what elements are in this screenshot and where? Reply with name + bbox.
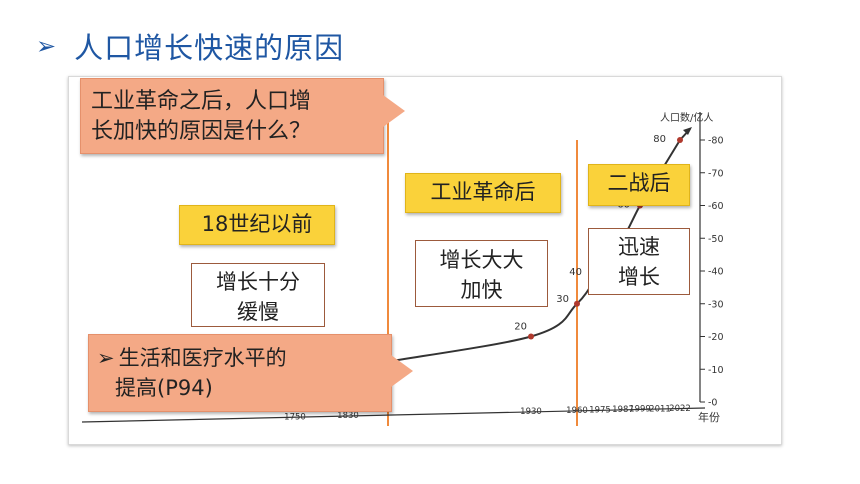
question-line-2: 长加快的原因是什么？ <box>91 119 312 144</box>
x-tick-label: 1960 <box>566 406 588 416</box>
era-label-pre-1800: 18世纪以前 <box>179 205 335 245</box>
desc-line: 加快 <box>460 278 503 302</box>
y-tick-label: -0 <box>708 398 717 409</box>
answer-text-1: 生活和医疗水平的 <box>118 346 287 370</box>
slide-title: ➢ 人口增长快速的原因 <box>36 26 344 66</box>
era-desc-pre-1800: 增长十分 缓慢 <box>191 263 325 327</box>
era-desc-postwar: 迅速 增长 <box>588 228 690 295</box>
data-point-label: 80 <box>653 134 666 145</box>
answer-arrow-icon: ➢ <box>97 346 115 370</box>
callout-tail <box>383 95 405 127</box>
x-tick-label: 1999 <box>629 405 651 415</box>
x-tick-label: 1975 <box>589 406 611 416</box>
x-tick-label: 2011 <box>649 404 671 414</box>
data-point <box>574 300 580 307</box>
y-tick-label: -20 <box>708 332 724 343</box>
data-point-label: 40 <box>569 267 582 278</box>
callout-tail <box>391 355 413 387</box>
y-axis-label: 人口数/亿人 <box>660 111 713 124</box>
y-tick-label: -10 <box>708 365 724 376</box>
data-point <box>528 333 534 340</box>
answer-line-1: ➢ 生活和医疗水平的 <box>97 343 391 373</box>
question-line-1: 工业革命之后，人口增 <box>91 89 312 114</box>
desc-line: 增长十分 <box>216 270 300 294</box>
era-label-industrial: 工业革命后 <box>405 173 561 213</box>
title-text: 人口增长快速的原因 <box>74 31 345 65</box>
data-point-label: 20 <box>514 322 527 333</box>
question-callout: 工业革命之后，人口增 长加快的原因是什么？ <box>80 78 405 154</box>
answer-callout: ➢ 生活和医疗水平的 提高(P94) <box>88 334 413 412</box>
era-label-postwar: 二战后 <box>588 164 690 206</box>
y-tick-label: -60 <box>708 201 724 212</box>
x-tick-label: 2022 <box>669 404 691 414</box>
answer-line-2: 提高(P94) <box>115 376 213 400</box>
y-tick-label: -30 <box>708 299 724 310</box>
desc-line: 增长 <box>618 265 660 289</box>
y-tick-label: -70 <box>708 168 724 179</box>
era-desc-industrial: 增长大大 加快 <box>415 240 548 307</box>
x-tick-label: 1830 <box>337 411 359 421</box>
x-tick-label: 1750 <box>284 412 306 422</box>
x-axis-line <box>81 407 706 423</box>
data-point-label: 30 <box>556 294 569 305</box>
x-tick-label: 1987 <box>612 405 634 415</box>
desc-line: 增长大大 <box>439 248 524 272</box>
y-tick-label: -40 <box>708 267 724 278</box>
data-point <box>677 137 683 143</box>
desc-line: 缓慢 <box>237 300 279 324</box>
y-tick-label: -50 <box>708 234 724 245</box>
title-arrow-icon: ➢ <box>36 32 57 60</box>
y-tick-label: -80 <box>708 136 724 147</box>
x-tick-label: 1930 <box>520 407 542 417</box>
x-axis-label: 年份 <box>698 410 720 424</box>
desc-line: 迅速 <box>618 235 660 259</box>
